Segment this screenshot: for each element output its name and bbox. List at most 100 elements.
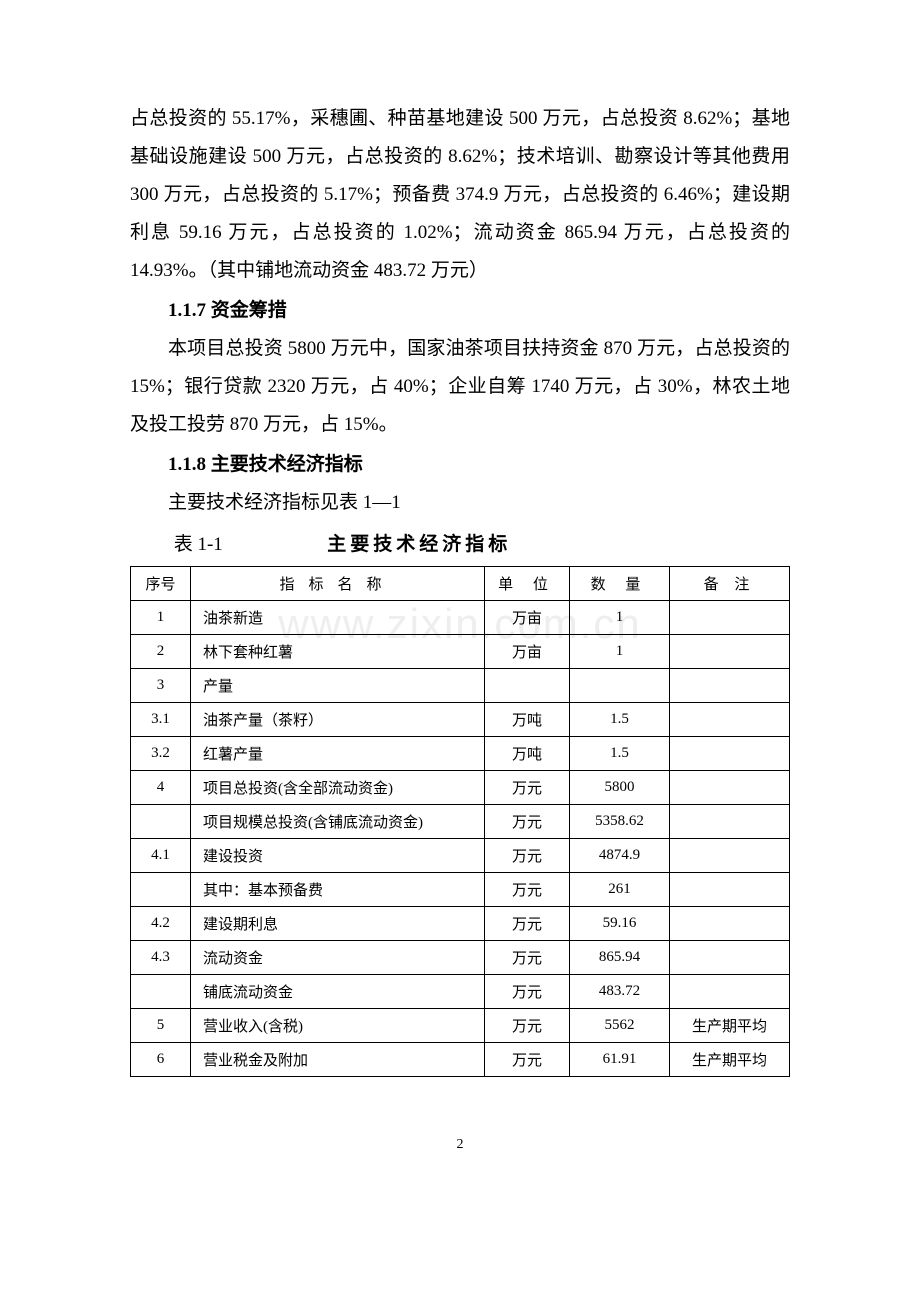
cell-name: 产量 xyxy=(191,669,485,703)
table-row: 3.2 红薯产量 万吨 1.5 xyxy=(131,737,790,771)
cell-note xyxy=(670,839,790,873)
cell-unit xyxy=(485,669,570,703)
cell-qty: 1.5 xyxy=(570,703,670,737)
cell-qty: 61.91 xyxy=(570,1043,670,1077)
cell-name: 林下套种红薯 xyxy=(191,635,485,669)
cell-unit: 万元 xyxy=(485,975,570,1009)
table-row: 2 林下套种红薯 万亩 1 xyxy=(131,635,790,669)
cell-note xyxy=(670,805,790,839)
document-content: 占总投资的 55.17%，采穗圃、种苗基地建设 500 万元，占总投资 8.62… xyxy=(130,100,790,1153)
cell-qty: 261 xyxy=(570,873,670,907)
cell-seq: 3.1 xyxy=(131,703,191,737)
table-row: 6 营业税金及附加 万元 61.91 生产期平均 xyxy=(131,1043,790,1077)
indicators-table: 序号 指标名称 单 位 数 量 备 注 1 油茶新造 万亩 1 2 林下套种红薯… xyxy=(130,566,790,1077)
heading-funding: 1.1.7 资金筹措 xyxy=(130,292,790,330)
cell-seq: 5 xyxy=(131,1009,191,1043)
paragraph-investment-breakdown: 占总投资的 55.17%，采穗圃、种苗基地建设 500 万元，占总投资 8.62… xyxy=(130,100,790,290)
cell-qty: 1 xyxy=(570,635,670,669)
cell-note xyxy=(670,907,790,941)
cell-note xyxy=(670,771,790,805)
table-body: 1 油茶新造 万亩 1 2 林下套种红薯 万亩 1 3 产量 3. xyxy=(131,601,790,1077)
cell-name: 红薯产量 xyxy=(191,737,485,771)
cell-name: 流动资金 xyxy=(191,941,485,975)
table-row: 4.1 建设投资 万元 4874.9 xyxy=(131,839,790,873)
cell-qty xyxy=(570,669,670,703)
cell-unit: 万亩 xyxy=(485,601,570,635)
cell-note xyxy=(670,975,790,1009)
page-number: 2 xyxy=(130,1137,790,1153)
cell-seq: 4.1 xyxy=(131,839,191,873)
cell-unit: 万元 xyxy=(485,873,570,907)
cell-note xyxy=(670,941,790,975)
table-label: 表 1-1 xyxy=(174,526,223,564)
table-caption: 表 1-1 主要技术经济指标 xyxy=(130,526,790,564)
th-unit: 单 位 xyxy=(485,567,570,601)
cell-seq: 1 xyxy=(131,601,191,635)
cell-name: 油茶新造 xyxy=(191,601,485,635)
th-seq: 序号 xyxy=(131,567,191,601)
cell-unit: 万元 xyxy=(485,907,570,941)
cell-name: 营业税金及附加 xyxy=(191,1043,485,1077)
table-row: 4 项目总投资(含全部流动资金) 万元 5800 xyxy=(131,771,790,805)
cell-unit: 万吨 xyxy=(485,737,570,771)
cell-seq: 3 xyxy=(131,669,191,703)
table-row: 4.3 流动资金 万元 865.94 xyxy=(131,941,790,975)
cell-unit: 万元 xyxy=(485,839,570,873)
table-row: 3 产量 xyxy=(131,669,790,703)
table-header-row: 序号 指标名称 单 位 数 量 备 注 xyxy=(131,567,790,601)
heading-indicators: 1.1.8 主要技术经济指标 xyxy=(130,446,790,484)
cell-name: 其中：基本预备费 xyxy=(191,873,485,907)
table-title: 主要技术经济指标 xyxy=(327,526,511,564)
cell-qty: 5800 xyxy=(570,771,670,805)
cell-qty: 483.72 xyxy=(570,975,670,1009)
cell-seq: 4 xyxy=(131,771,191,805)
cell-note xyxy=(670,873,790,907)
cell-seq: 4.3 xyxy=(131,941,191,975)
cell-qty: 5358.62 xyxy=(570,805,670,839)
cell-note xyxy=(670,669,790,703)
table-row: 4.2 建设期利息 万元 59.16 xyxy=(131,907,790,941)
cell-name: 项目规模总投资(含铺底流动资金) xyxy=(191,805,485,839)
table-row: 铺底流动资金 万元 483.72 xyxy=(131,975,790,1009)
cell-note: 生产期平均 xyxy=(670,1009,790,1043)
cell-qty: 59.16 xyxy=(570,907,670,941)
cell-name: 建设投资 xyxy=(191,839,485,873)
cell-qty: 1.5 xyxy=(570,737,670,771)
cell-unit: 万元 xyxy=(485,771,570,805)
cell-unit: 万亩 xyxy=(485,635,570,669)
cell-unit: 万元 xyxy=(485,1043,570,1077)
cell-unit: 万元 xyxy=(485,1009,570,1043)
table-row: 项目规模总投资(含铺底流动资金) 万元 5358.62 xyxy=(131,805,790,839)
cell-unit: 万吨 xyxy=(485,703,570,737)
cell-seq xyxy=(131,975,191,1009)
paragraph-indicators-intro: 主要技术经济指标见表 1—1 xyxy=(130,484,790,522)
cell-name: 营业收入(含税) xyxy=(191,1009,485,1043)
cell-note xyxy=(670,635,790,669)
paragraph-funding-body: 本项目总投资 5800 万元中，国家油茶项目扶持资金 870 万元，占总投资的 … xyxy=(130,330,790,444)
table-row: 3.1 油茶产量（茶籽） 万吨 1.5 xyxy=(131,703,790,737)
cell-seq: 6 xyxy=(131,1043,191,1077)
cell-seq: 4.2 xyxy=(131,907,191,941)
th-note: 备 注 xyxy=(670,567,790,601)
th-name: 指标名称 xyxy=(191,567,485,601)
th-qty: 数 量 xyxy=(570,567,670,601)
cell-note xyxy=(670,737,790,771)
cell-unit: 万元 xyxy=(485,941,570,975)
cell-name: 项目总投资(含全部流动资金) xyxy=(191,771,485,805)
cell-name: 油茶产量（茶籽） xyxy=(191,703,485,737)
table-row: 5 营业收入(含税) 万元 5562 生产期平均 xyxy=(131,1009,790,1043)
cell-name: 建设期利息 xyxy=(191,907,485,941)
cell-qty: 5562 xyxy=(570,1009,670,1043)
table-row: 1 油茶新造 万亩 1 xyxy=(131,601,790,635)
cell-note xyxy=(670,601,790,635)
cell-qty: 4874.9 xyxy=(570,839,670,873)
cell-seq xyxy=(131,873,191,907)
cell-qty: 865.94 xyxy=(570,941,670,975)
table-row: 其中：基本预备费 万元 261 xyxy=(131,873,790,907)
cell-seq xyxy=(131,805,191,839)
cell-note xyxy=(670,703,790,737)
cell-name: 铺底流动资金 xyxy=(191,975,485,1009)
cell-seq: 2 xyxy=(131,635,191,669)
cell-note: 生产期平均 xyxy=(670,1043,790,1077)
cell-unit: 万元 xyxy=(485,805,570,839)
